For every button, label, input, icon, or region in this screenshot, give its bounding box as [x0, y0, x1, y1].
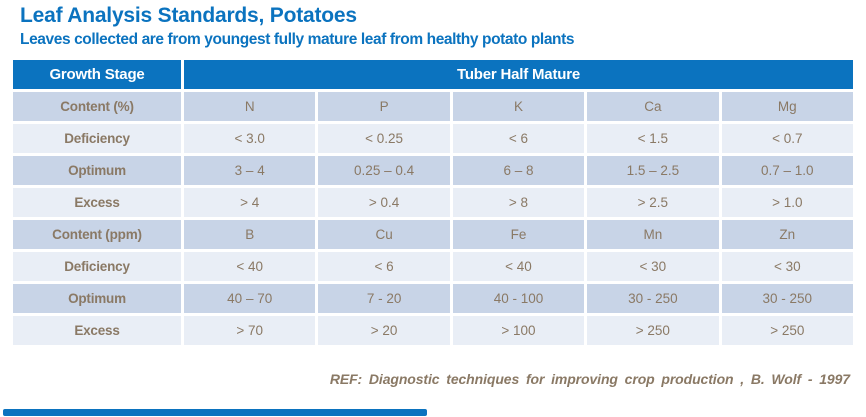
table-cell: 30 - 250 [587, 284, 719, 313]
table-row: Deficiency < 40 < 6 < 40 < 30 < 30 [13, 252, 853, 281]
page-subtitle: Leaves collected are from youngest fully… [20, 31, 575, 48]
table-cell: > 4 [184, 188, 316, 217]
table-cell: > 250 [721, 316, 853, 345]
row-label: Excess [13, 316, 181, 345]
table-cell: > 20 [318, 316, 450, 345]
table-cell: > 100 [452, 316, 585, 345]
table-cell: < 6 [452, 124, 585, 153]
table-row: Content (ppm) B Cu Fe Mn Zn [13, 220, 853, 249]
table-cell: 6 – 8 [452, 156, 585, 185]
reference-note: REF: Diagnostic techniques for improving… [329, 371, 850, 387]
table-cell: 0.25 – 0.4 [318, 156, 450, 185]
table-cell: > 0.4 [318, 188, 450, 217]
table-row: Excess > 4 > 0.4 > 8 > 2.5 > 1.0 [13, 188, 853, 217]
row-label: Optimum [13, 156, 181, 185]
table-cell: > 250 [587, 316, 719, 345]
table-cell: Mn [587, 220, 719, 249]
table-cell: Cu [318, 220, 450, 249]
table-cell: < 30 [721, 252, 853, 281]
page-title: Leaf Analysis Standards, Potatoes [20, 4, 357, 27]
stage-value-header: Tuber Half Mature [184, 60, 853, 89]
table-header-row: Growth Stage Tuber Half Mature [13, 60, 853, 89]
table-cell: < 6 [318, 252, 450, 281]
leaf-analysis-table: Growth Stage Tuber Half Mature Content (… [10, 57, 856, 348]
table-cell: 7 - 20 [318, 284, 450, 313]
row-label: Content (%) [13, 92, 181, 121]
table-cell: < 1.5 [587, 124, 719, 153]
table-row: Optimum 40 – 70 7 - 20 40 - 100 30 - 250… [13, 284, 853, 313]
table-cell: Mg [721, 92, 853, 121]
table-cell: K [452, 92, 585, 121]
table-row: Optimum 3 – 4 0.25 – 0.4 6 – 8 1.5 – 2.5… [13, 156, 853, 185]
table-cell: 40 – 70 [184, 284, 316, 313]
table-cell: > 2.5 [587, 188, 719, 217]
table-row: Deficiency < 3.0 < 0.25 < 6 < 1.5 < 0.7 [13, 124, 853, 153]
table-cell: 30 - 250 [721, 284, 853, 313]
table-cell: < 0.7 [721, 124, 853, 153]
table-cell: < 30 [587, 252, 719, 281]
table-cell: < 40 [452, 252, 585, 281]
table-cell: P [318, 92, 450, 121]
table-cell: < 0.25 [318, 124, 450, 153]
table-cell: < 40 [184, 252, 316, 281]
table-row: Content (%) N P K Ca Mg [13, 92, 853, 121]
table-cell: < 3.0 [184, 124, 316, 153]
table-cell: > 8 [452, 188, 585, 217]
row-label: Content (ppm) [13, 220, 181, 249]
table-cell: B [184, 220, 316, 249]
table-cell: N [184, 92, 316, 121]
row-label: Deficiency [13, 252, 181, 281]
table-cell: Zn [721, 220, 853, 249]
growth-stage-header: Growth Stage [13, 60, 181, 89]
table-cell: 40 - 100 [452, 284, 585, 313]
table-cell: Fe [452, 220, 585, 249]
table-cell: 3 – 4 [184, 156, 316, 185]
bottom-accent-bar [3, 409, 427, 416]
table-cell: Ca [587, 92, 719, 121]
row-label: Excess [13, 188, 181, 217]
row-label: Optimum [13, 284, 181, 313]
table-cell: 1.5 – 2.5 [587, 156, 719, 185]
row-label: Deficiency [13, 124, 181, 153]
table-cell: > 70 [184, 316, 316, 345]
table-row: Excess > 70 > 20 > 100 > 250 > 250 [13, 316, 853, 345]
table-cell: > 1.0 [721, 188, 853, 217]
table-cell: 0.7 – 1.0 [721, 156, 853, 185]
